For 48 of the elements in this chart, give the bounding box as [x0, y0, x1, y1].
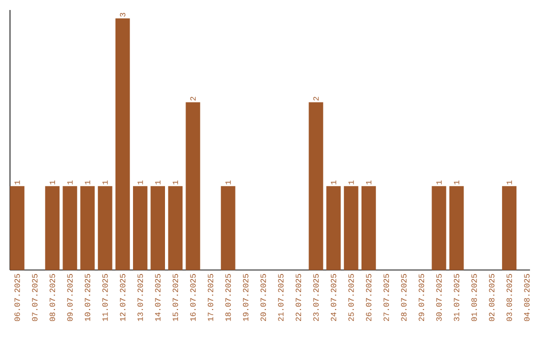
data-label: 1	[506, 180, 512, 184]
data-label: 2	[313, 96, 319, 100]
x-tick-label: 25.07.2025	[348, 274, 354, 321]
x-tick-label: 11.07.2025	[102, 274, 108, 321]
data-label: 1	[172, 180, 178, 184]
x-tick-label: 29.07.2025	[418, 274, 424, 321]
x-tick-label: 30.07.2025	[436, 274, 442, 322]
x-tick-label: 22.07.2025	[296, 274, 302, 321]
x-tick-label: 07.07.2025	[32, 274, 38, 322]
data-label: 1	[330, 180, 336, 184]
x-tick-label: 03.08.2025	[506, 274, 512, 322]
x-tick-label: 15.07.2025	[172, 274, 178, 321]
data-label: 1	[348, 180, 354, 184]
x-tick-label: 28.07.2025	[401, 274, 407, 321]
x-tick-label: 19.07.2025	[242, 274, 248, 321]
x-tick-label: 31.07.2025	[454, 274, 460, 322]
x-tick-label: 09.07.2025	[67, 274, 73, 322]
x-tick-label: 14.07.2025	[155, 274, 161, 321]
x-tick-label: 10.07.2025	[84, 274, 90, 321]
data-label: 1	[155, 180, 160, 184]
data-label: 1	[102, 180, 108, 184]
x-tick-label: 01.08.2025	[471, 274, 477, 322]
data-label: 1	[14, 180, 20, 184]
x-tick-label: 13.07.2025	[138, 274, 143, 321]
data-label: 1	[138, 180, 143, 184]
x-tick-label: 16.07.2025	[190, 274, 196, 321]
x-tick-label: 20.07.2025	[260, 274, 266, 321]
data-label: 3	[120, 12, 126, 17]
x-tick-label: 18.07.2025	[225, 274, 231, 321]
x-tick-label: 23.07.2025	[313, 274, 319, 321]
data-label: 1	[366, 180, 372, 184]
data-label: 1	[225, 180, 231, 184]
x-tick-label: 02.08.2025	[488, 274, 494, 322]
x-tick-label: 08.07.2025	[50, 274, 56, 322]
data-label: 1	[67, 180, 73, 184]
x-tick-label: 04.08.2025	[524, 274, 530, 322]
x-tick-label: 26.07.2025	[366, 274, 372, 321]
data-label: 1	[436, 180, 442, 184]
x-tick-label: 21.07.2025	[278, 274, 284, 321]
data-label: 2	[190, 96, 196, 100]
data-label: 1	[50, 180, 55, 184]
x-tick-label: 27.07.2025	[384, 274, 389, 321]
x-tick-label: 17.07.2025	[208, 274, 214, 321]
data-label: 1	[84, 180, 90, 184]
data-label: 1	[454, 180, 460, 184]
x-tick-label: 24.07.2025	[330, 274, 336, 321]
x-tick-label: 12.07.2025	[120, 274, 126, 321]
x-tick-label: 06.07.2025	[14, 274, 20, 322]
